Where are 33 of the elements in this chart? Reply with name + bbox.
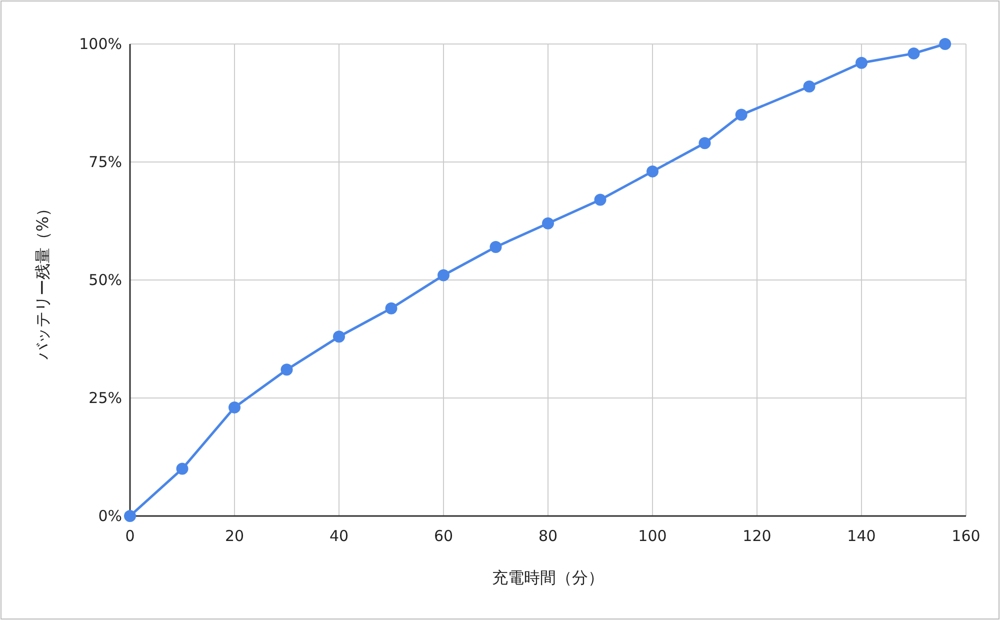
point (908, 47, 920, 60)
y-tick-label: 75% (88, 153, 122, 171)
x-tick-label: 60 (434, 527, 454, 545)
point (438, 269, 450, 282)
point (735, 108, 748, 121)
point (542, 217, 554, 230)
point (385, 302, 398, 314)
point (176, 462, 188, 475)
y-axis-title: バッテリー残量（%） (33, 200, 52, 361)
point (124, 510, 136, 522)
x-tick-label: 120 (742, 527, 772, 545)
point (939, 38, 952, 50)
x-tick-label: 80 (538, 527, 558, 545)
point (333, 330, 345, 343)
point (698, 137, 711, 150)
point (803, 80, 816, 92)
x-tick-label: 160 (952, 527, 980, 545)
x-tick-label: 0 (125, 527, 135, 545)
x-tick-label: 140 (847, 527, 876, 545)
x-tick-label: 40 (329, 527, 349, 545)
y-tick-label: 0% (98, 507, 122, 525)
point (646, 165, 658, 178)
x-tick-label: 20 (224, 527, 244, 545)
x-tick-label: 100 (638, 527, 667, 545)
x-axis-title: 充電時間（分） (492, 568, 604, 587)
y-tick-label: 25% (88, 389, 122, 407)
point (280, 364, 293, 376)
y-tick-label: 50% (88, 271, 122, 289)
point (490, 240, 502, 253)
point (856, 56, 868, 69)
point (228, 401, 240, 414)
y-tick-label: 100% (79, 35, 122, 53)
point (594, 194, 606, 206)
